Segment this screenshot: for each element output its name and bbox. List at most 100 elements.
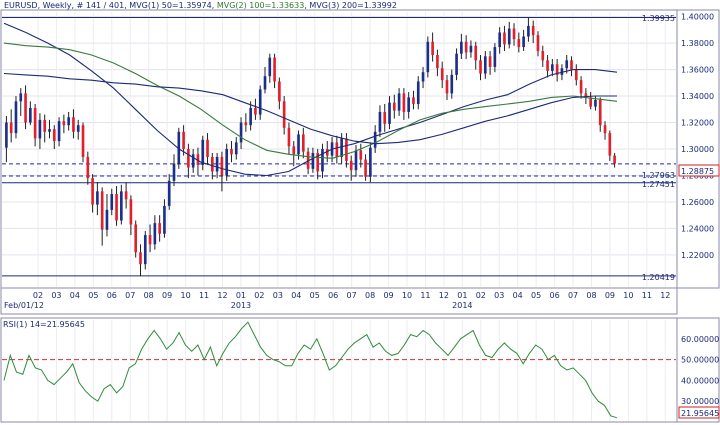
candle-down	[325, 149, 329, 156]
candle-down	[503, 32, 506, 45]
candle-up	[455, 53, 458, 75]
candle-down	[512, 28, 516, 40]
candle-down	[182, 131, 185, 149]
candle-down	[158, 223, 161, 234]
candle-down	[9, 122, 13, 134]
candle-up	[378, 111, 382, 132]
candle-down	[62, 121, 66, 126]
candle-down	[359, 150, 363, 160]
last-price-label: 1.28875	[681, 167, 714, 176]
month-tick-label: 10	[402, 291, 412, 300]
high-label: 1.39935	[642, 14, 675, 23]
candle-up	[268, 57, 272, 77]
price-tick-label: 1.26000	[681, 198, 714, 207]
candle-up	[527, 25, 530, 37]
candle-down	[440, 68, 444, 81]
rsi-last-label: 21.95645	[681, 409, 719, 418]
candle-down	[349, 160, 353, 171]
month-tick-label: 07	[125, 291, 135, 300]
candle-down	[124, 191, 128, 200]
rsi-panel	[0, 317, 678, 423]
candle-down	[33, 107, 37, 139]
candle-down	[206, 139, 209, 157]
candle-up	[249, 107, 252, 126]
candle-up	[57, 121, 61, 142]
month-tick-label: 08	[586, 291, 596, 300]
candle-up	[76, 125, 80, 132]
candle-down	[598, 100, 602, 126]
month-tick-label: 10	[623, 291, 633, 300]
moving-average-line	[3, 42, 618, 159]
price-tick-label: 1.38000	[681, 39, 714, 48]
candle-up	[321, 149, 324, 172]
candle-down	[603, 125, 607, 134]
candle-up	[388, 102, 391, 124]
candle-down	[196, 154, 200, 165]
month-tick-label: 03	[273, 291, 283, 300]
year-tick-label: 2013	[231, 301, 251, 310]
candle-up	[354, 150, 358, 171]
candle-down	[364, 159, 367, 177]
candle-down	[316, 152, 320, 172]
candle-up	[120, 191, 123, 221]
candle-up	[177, 131, 181, 164]
candle-down	[139, 252, 142, 265]
candle-down	[541, 51, 545, 61]
candle-up	[560, 68, 564, 75]
price-tick-label: 1.36000	[681, 66, 714, 75]
month-tick-label: 11	[642, 291, 652, 300]
candle-up	[483, 56, 487, 74]
candle-down	[278, 81, 281, 102]
candle-up	[19, 93, 23, 102]
candle-down	[306, 151, 310, 169]
candle-up	[551, 64, 554, 71]
candle-down	[608, 133, 612, 156]
candle-up	[225, 149, 229, 176]
time-start-label: Feb/01/12	[4, 301, 44, 310]
rsi-tick-label: 50.00000	[681, 356, 719, 365]
candle-up	[191, 154, 195, 168]
candle-up	[460, 41, 463, 54]
candle-up	[143, 235, 147, 265]
candle-down	[148, 235, 152, 245]
month-tick-label: 08	[365, 291, 375, 300]
candle-down	[211, 156, 214, 172]
candle-down	[613, 155, 616, 164]
candle-down	[301, 134, 305, 152]
price-tick-label: 1.24000	[681, 224, 714, 233]
candle-down	[230, 149, 233, 155]
candle-up	[172, 163, 176, 181]
candle-up	[493, 47, 497, 67]
candle-up	[105, 209, 109, 230]
candle-up	[153, 223, 157, 245]
ma1-legend: MVG(1) 50=1.35974	[129, 1, 211, 10]
candle-up	[38, 119, 42, 139]
month-tick-label: 04	[291, 291, 301, 300]
month-tick-label: 05	[88, 291, 98, 300]
candle-down	[383, 111, 387, 124]
candle-up	[5, 122, 8, 148]
candle-down	[81, 125, 85, 157]
candle-down	[292, 146, 296, 155]
low-label: 1.20419	[642, 273, 675, 282]
candle-up	[96, 191, 99, 205]
month-tick-label: 04	[513, 291, 523, 300]
candle-down	[555, 64, 559, 75]
price-tick-label: 1.30000	[681, 145, 714, 154]
candle-up	[14, 101, 18, 134]
candle-down	[134, 224, 138, 253]
ma3-legend: MVG(3) 200=1.33992	[309, 1, 397, 10]
candle-up	[416, 81, 420, 104]
rsi-axis	[676, 317, 720, 423]
candle-down	[129, 199, 133, 225]
candle-down	[282, 101, 286, 128]
month-tick-label: 06	[107, 291, 117, 300]
rsi-line	[3, 321, 618, 419]
candle-down	[52, 129, 56, 142]
candle-down	[536, 35, 540, 52]
price-tick-label: 1.22000	[681, 251, 714, 260]
horizontal-levels	[2, 16, 676, 277]
candle-down	[589, 97, 592, 107]
rsi-last-box	[678, 406, 720, 419]
